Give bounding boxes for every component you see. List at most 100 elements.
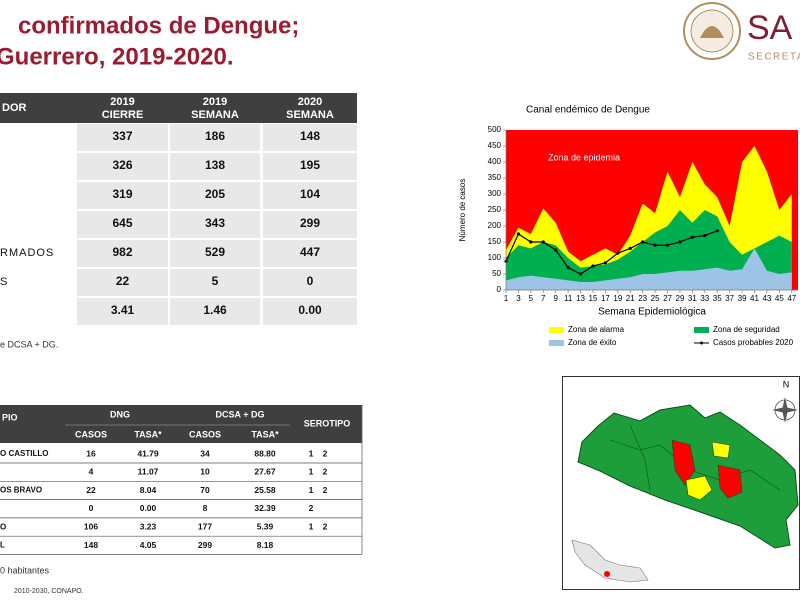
- cell-value: 22: [116, 274, 130, 288]
- cell-value: 186: [205, 129, 225, 143]
- table-cell: [170, 240, 260, 267]
- cell-value: 16: [86, 448, 96, 458]
- line-marker: [678, 240, 682, 244]
- line-marker: [628, 246, 632, 250]
- municipal-borders: [629, 424, 651, 491]
- cell-value: 8.04: [140, 485, 157, 495]
- cell-value: 104: [300, 187, 320, 201]
- legend-label: Zona de alarma: [568, 325, 625, 334]
- cell-value: 106: [84, 521, 98, 531]
- table-cell: [263, 182, 357, 209]
- legend-label: Zona de éxito: [568, 338, 617, 347]
- x-tick-label: 21: [626, 294, 635, 303]
- x-tick-label: 33: [700, 294, 709, 303]
- inset-mexico: [571, 539, 649, 583]
- legend-label: Casos probables 2020: [713, 338, 794, 347]
- column-header: CIERRE: [102, 109, 144, 121]
- table-cell: [77, 182, 168, 209]
- column-year: 2019: [110, 96, 134, 108]
- region-red: [717, 464, 743, 499]
- title-line: confirmados de Dengue;: [18, 12, 299, 39]
- x-tick-label: 37: [725, 294, 734, 303]
- table-cell: [170, 124, 260, 151]
- region-red: [671, 439, 696, 486]
- cell-value: 148: [84, 540, 98, 550]
- table-cell: [170, 153, 260, 180]
- x-tick-label: 9: [553, 294, 558, 303]
- y-tick-label: 450: [488, 141, 502, 150]
- table-cell: [170, 211, 260, 238]
- serotype: 1: [309, 485, 314, 495]
- table-note: e DCSA + DG.: [0, 339, 58, 349]
- column-header: SEMANA: [191, 109, 239, 121]
- cell-value: 0: [307, 274, 314, 288]
- table-cell: [263, 124, 357, 151]
- column-header: SEMANA: [286, 109, 334, 121]
- cell-value: 299: [300, 216, 320, 230]
- table-cell: [263, 298, 357, 325]
- serotype: 2: [323, 467, 328, 477]
- row-label: O: [0, 522, 6, 531]
- map: N: [562, 376, 800, 590]
- serotype: 2: [323, 485, 328, 495]
- cell-value: 27.67: [254, 467, 276, 477]
- footnote: 0 habitantes: [0, 565, 50, 575]
- cell-value: 22: [86, 485, 96, 495]
- group-header: DCSA + DG: [216, 409, 265, 419]
- x-tick-label: 15: [589, 294, 598, 303]
- y-axis-label: Número de casos: [458, 179, 467, 242]
- table-cell: [263, 211, 357, 238]
- line-marker: [529, 240, 533, 244]
- cell-value: 138: [205, 158, 225, 172]
- cell-value: 205: [205, 187, 225, 201]
- cell-value: 337: [112, 129, 132, 143]
- line-marker: [715, 229, 719, 233]
- cell-value: 10: [200, 467, 210, 477]
- table-cell: [170, 298, 260, 325]
- x-tick-label: 13: [576, 294, 585, 303]
- cell-value: 326: [112, 158, 132, 172]
- cell-value: 5.39: [257, 521, 274, 531]
- table-cell: [263, 153, 357, 180]
- x-tick-label: 35: [713, 294, 722, 303]
- x-tick-label: 5: [529, 294, 534, 303]
- x-tick-label: 31: [688, 294, 697, 303]
- cell-value: 195: [300, 158, 320, 172]
- cell-value: 4.05: [140, 540, 157, 550]
- x-tick-label: 25: [651, 294, 660, 303]
- legend-swatch: [549, 327, 564, 333]
- row-label: O CASTILLO: [0, 449, 48, 458]
- line-marker: [616, 251, 620, 255]
- serotype: 1: [309, 467, 314, 477]
- compass-star: [772, 397, 798, 423]
- chart-annotation: Zona de epidemia: [548, 152, 620, 162]
- cell-value: 8: [203, 503, 208, 513]
- cell-value: 3.41: [111, 303, 135, 317]
- inset-highlight: [604, 571, 610, 577]
- subcolumn-header: TASA*: [251, 429, 279, 439]
- y-tick-label: 400: [488, 157, 502, 166]
- table-cell: [77, 240, 168, 267]
- subcolumn-header: TASA*: [134, 429, 162, 439]
- legend-swatch-marker: [700, 341, 703, 345]
- table-cell: [77, 153, 168, 180]
- y-tick-label: 100: [488, 253, 502, 262]
- x-tick-label: 19: [613, 294, 622, 303]
- seal-emblem: [700, 26, 724, 38]
- row-label: S: [0, 276, 8, 288]
- table-cell: [77, 269, 168, 296]
- title-line: Guerrero, 2019-2020.: [0, 43, 233, 70]
- subcolumn-header: CASOS: [189, 429, 221, 439]
- serotype: 1: [309, 521, 314, 531]
- column-year: 2020: [298, 96, 322, 108]
- x-tick-label: 39: [738, 294, 747, 303]
- cell-value: 4: [89, 467, 94, 477]
- cell-value: 41.79: [137, 448, 159, 458]
- cell-value: 3.23: [140, 521, 157, 531]
- x-tick-label: 47: [787, 294, 796, 303]
- north-label: N: [783, 379, 790, 389]
- table-cell: [77, 211, 168, 238]
- x-tick-label: 27: [663, 294, 672, 303]
